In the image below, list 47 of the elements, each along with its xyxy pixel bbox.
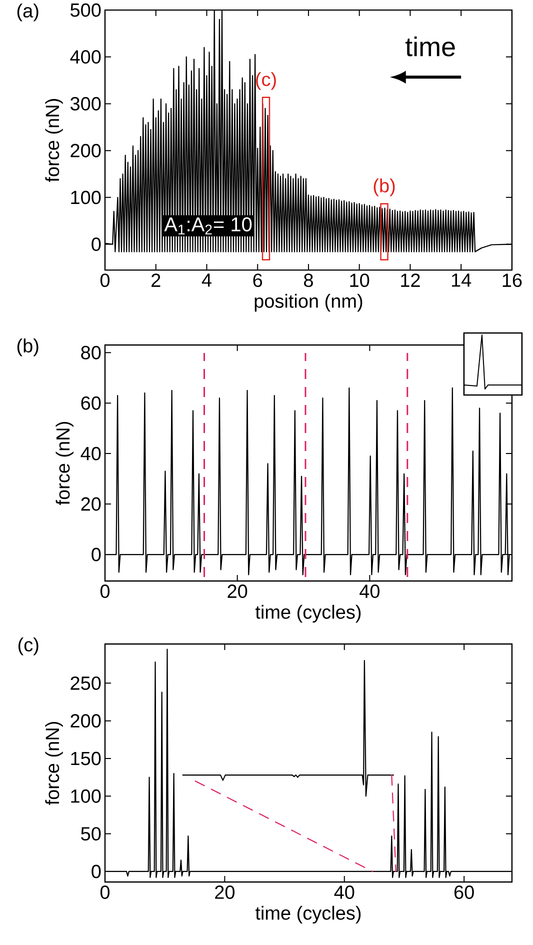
y-tick-label: 400 (70, 50, 101, 64)
y-tick-label: 20 (81, 497, 101, 511)
y-tick-label: 500 (70, 3, 101, 17)
x-tick-label: 10 (350, 274, 370, 288)
x-tick-label: 8 (304, 274, 313, 288)
y-tick-label: 200 (70, 714, 101, 728)
y-tick-label: 300 (70, 97, 101, 110)
x-axis-title: time (cycles) (255, 604, 361, 623)
annotation: time (405, 36, 455, 56)
y-tick-label: 0 (92, 548, 101, 562)
annotation: (b) (374, 178, 395, 196)
y-axis-title: force (nN) (45, 99, 63, 182)
x-tick-label: 0 (100, 886, 110, 899)
y-tick-label: 0 (92, 864, 101, 878)
x-tick-label: 20 (228, 584, 248, 598)
x-tick-label: 0 (100, 584, 110, 598)
annotation: A$_{1}$:A$_{2}$= 10 (164, 217, 252, 234)
x-tick-label: 12 (401, 274, 420, 287)
y-tick-label: 150 (71, 752, 101, 766)
line-series (182, 660, 394, 797)
chart-title: (b) (17, 338, 38, 356)
y-tick-label: 50 (81, 827, 101, 841)
x-tick-label: 40 (360, 584, 380, 598)
y-axis-title: force (nN) (45, 722, 63, 805)
x-tick-label: 6 (253, 274, 262, 288)
x-axis-title: position (nm) (254, 294, 362, 312)
x-axis-title: time (cycles) (255, 906, 361, 924)
y-tick-label: 40 (80, 446, 101, 460)
y-tick-label: 100 (71, 190, 101, 204)
chart-title: (a) (17, 4, 38, 22)
x-tick-label: 4 (202, 274, 212, 287)
x-tick-label: 14 (452, 274, 472, 287)
y-axis-title: force (nN) (56, 422, 74, 505)
y-tick-label: 200 (70, 144, 101, 158)
y-tick-label: 80 (81, 346, 101, 360)
chart-title: (c) (18, 638, 38, 656)
y-tick-label: 100 (71, 789, 101, 803)
y-tick-label: 0 (92, 238, 101, 252)
x-tick-label: 16 (502, 274, 522, 288)
annotation: (c) (256, 72, 276, 90)
x-tick-label: 60 (454, 886, 474, 899)
x-tick-label: 20 (215, 886, 235, 899)
x-tick-label: 0 (100, 274, 110, 288)
x-tick-label: 40 (334, 886, 354, 899)
y-tick-label: 250 (70, 676, 101, 690)
x-tick-label: 2 (152, 274, 160, 287)
y-tick-label: 60 (81, 396, 101, 410)
